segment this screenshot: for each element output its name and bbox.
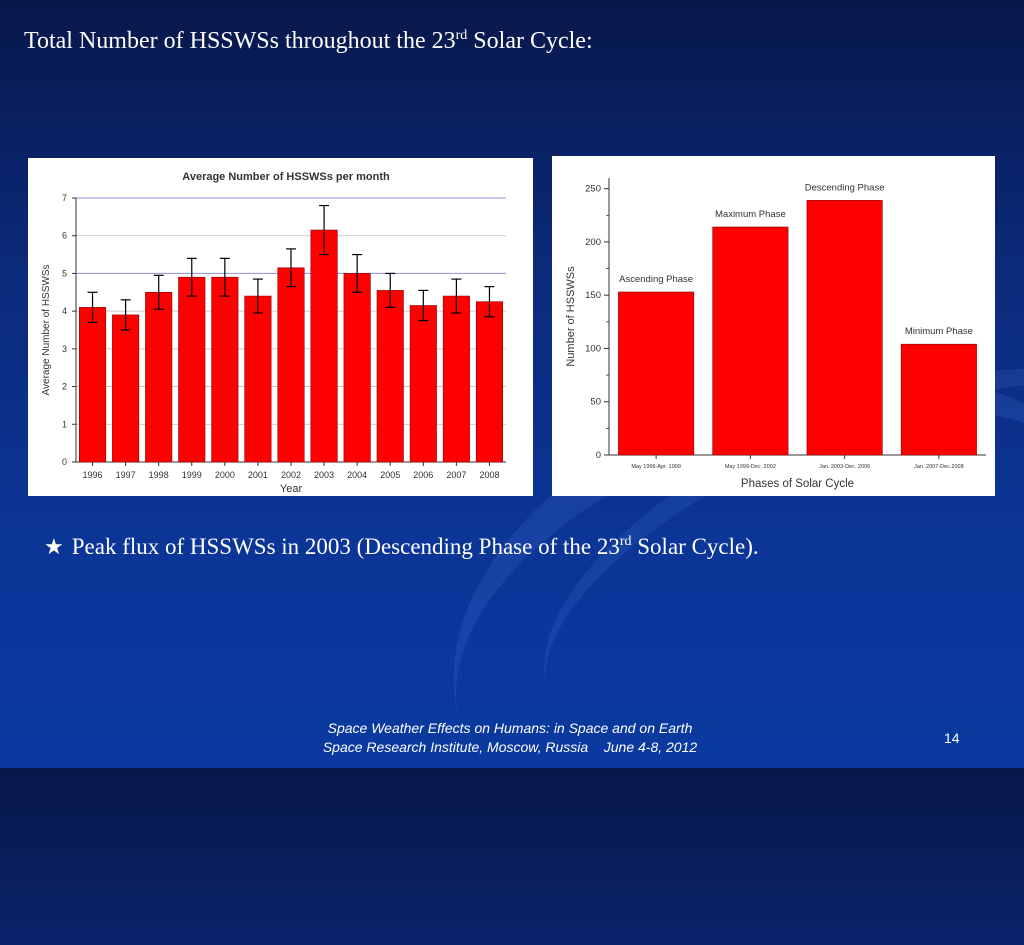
bar-2002 — [277, 267, 305, 463]
x-tick-label: 2004 — [347, 470, 367, 480]
x-tick-label: 2003 — [314, 470, 334, 480]
x-tick-label: May 1999-Dec. 2002 — [725, 464, 776, 470]
bar-2008 — [475, 301, 503, 463]
y-tick-label: 0 — [596, 450, 601, 461]
x-tick-label: 1998 — [149, 470, 169, 480]
x-axis-label: Year — [280, 483, 303, 495]
y-tick-label: 250 — [585, 184, 601, 195]
x-tick-label: Jan. 2007-Dec.2008 — [914, 464, 964, 470]
x-tick-label: 2001 — [248, 470, 268, 480]
bar-1997 — [112, 314, 140, 463]
bar-2004 — [343, 273, 371, 463]
footer-line-1: Space Weather Effects on Humans: in Spac… — [327, 720, 693, 736]
y-tick-label: 2 — [62, 382, 67, 392]
bar-2003 — [310, 229, 338, 463]
y-tick-label: 3 — [62, 344, 67, 354]
bar-2001 — [244, 295, 272, 463]
y-tick-label: 6 — [62, 231, 67, 241]
y-axis-label: Number of HSSWSs — [565, 266, 577, 367]
bar-1999 — [178, 276, 206, 463]
bar-2005 — [376, 290, 404, 463]
y-tick-label: 7 — [62, 193, 67, 203]
bar-phase-1 — [712, 226, 789, 456]
y-tick-label: 200 — [585, 237, 601, 248]
y-tick-label: 5 — [62, 268, 67, 278]
bar-2006 — [409, 305, 437, 463]
chart-panel-phases: 0 50 100 150 200 250 May 1996-Apr. 1999 Ascendi… — [552, 156, 995, 496]
y-tick-label: 4 — [62, 306, 67, 316]
y-axis-label: Average Number of HSSWSs — [41, 265, 52, 396]
bullet-point: ★ Peak flux of HSSWSs in 2003 (Descending… — [44, 534, 759, 559]
x-tick-label: Jan. 2003-Dec. 2006 — [819, 464, 870, 470]
x-axis-label: Phases of Solar Cycle — [741, 478, 854, 490]
x-tick-label: 2007 — [446, 470, 466, 480]
x-tick-label: 2002 — [281, 470, 301, 480]
x-tick-label: 1996 — [83, 470, 103, 480]
x-tick-label: 2006 — [413, 470, 433, 480]
y-tick-label: 100 — [585, 343, 601, 354]
x-tick-label: 1997 — [116, 470, 136, 480]
phase-annotation: Ascending Phase — [619, 274, 693, 285]
star-icon: ★ — [44, 534, 64, 559]
solar-phase-bar-chart: 0 50 100 150 200 250 May 1996-Apr. 1999 Ascendi… — [565, 178, 986, 490]
phase-annotation: Maximum Phase — [715, 209, 786, 220]
chart-title: Average Number of HSSWSs per month — [182, 171, 390, 183]
bar-phase-3 — [900, 343, 977, 456]
chart-panel-yearly: Average Number of HSSWSs per month 0 1 2 3 4 5… — [28, 158, 533, 496]
y-tick-label: 0 — [62, 457, 67, 467]
x-tick-label: 2000 — [215, 470, 235, 480]
x-tick-label: May 1996-Apr. 1999 — [631, 464, 681, 470]
phase-annotation: Descending Phase — [805, 182, 885, 193]
x-tick-label: 2005 — [380, 470, 400, 480]
bar-1996 — [79, 307, 107, 463]
y-tick-label: 50 — [590, 397, 601, 408]
x-tick-label: 1999 — [182, 470, 202, 480]
page-number: 14 — [944, 730, 960, 746]
yearly-average-bar-chart: Average Number of HSSWSs per month 0 1 2 3 4 5… — [41, 171, 506, 495]
footer-line-2: Space Research Institute, Moscow, Russia… — [322, 739, 698, 755]
x-tick-label: 2008 — [479, 470, 499, 480]
footer: Space Weather Effects on Humans: in Spac… — [280, 719, 740, 757]
bar-2000 — [211, 276, 239, 463]
bar-1998 — [145, 291, 173, 463]
y-tick-label: 150 — [585, 290, 601, 301]
phase-annotation: Minimum Phase — [905, 326, 973, 337]
bar-phase-2 — [806, 200, 883, 456]
slide-title: Total Number of HSSWSs throughout the 23… — [24, 28, 593, 54]
y-tick-label: 1 — [62, 419, 67, 429]
bar-2007 — [442, 295, 470, 463]
bar-phase-0 — [618, 291, 695, 456]
